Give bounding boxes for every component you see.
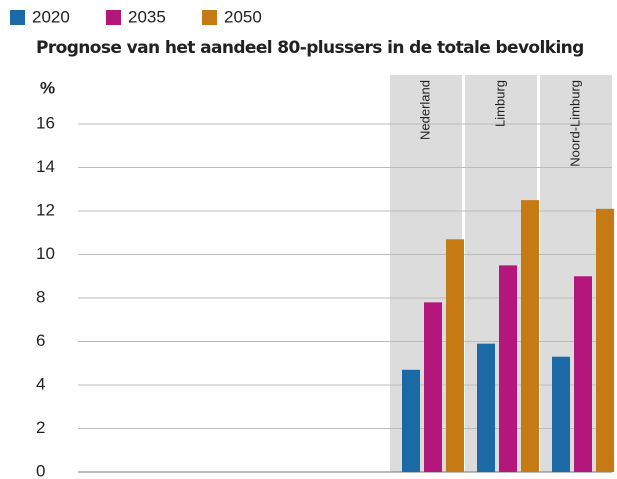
legend-label: 2035 — [128, 7, 166, 26]
legend-swatch — [10, 10, 25, 25]
y-tick-label: 4 — [36, 374, 45, 393]
bar — [521, 200, 539, 472]
legend-label: 2050 — [224, 7, 262, 26]
y-tick-label: 0 — [36, 461, 45, 479]
y-tick-label: 10 — [36, 244, 55, 263]
bar — [424, 302, 442, 472]
chart-title: Prognose van het aandeel 80-plussers in … — [36, 38, 584, 58]
y-tick-label: 6 — [36, 331, 45, 350]
bar — [574, 276, 592, 472]
bar — [402, 369, 420, 472]
y-tick-label: 16 — [36, 113, 55, 132]
category-label: Nederland — [417, 80, 432, 140]
legend-swatch — [202, 10, 217, 25]
bar — [596, 208, 614, 472]
y-tick-label: 2 — [36, 418, 45, 437]
y-tick-label: 14 — [36, 157, 55, 176]
bar — [477, 343, 495, 472]
bar — [552, 356, 570, 472]
bar — [499, 265, 517, 472]
bar — [446, 239, 464, 472]
y-tick-label: 8 — [36, 287, 45, 306]
legend-swatch — [106, 10, 121, 25]
y-axis-label: % — [40, 78, 55, 97]
category-label: Limburg — [492, 80, 507, 127]
legend-label: 2020 — [32, 7, 70, 26]
y-tick-label: 12 — [36, 200, 55, 219]
category-label: Noord-Limburg — [567, 80, 582, 167]
